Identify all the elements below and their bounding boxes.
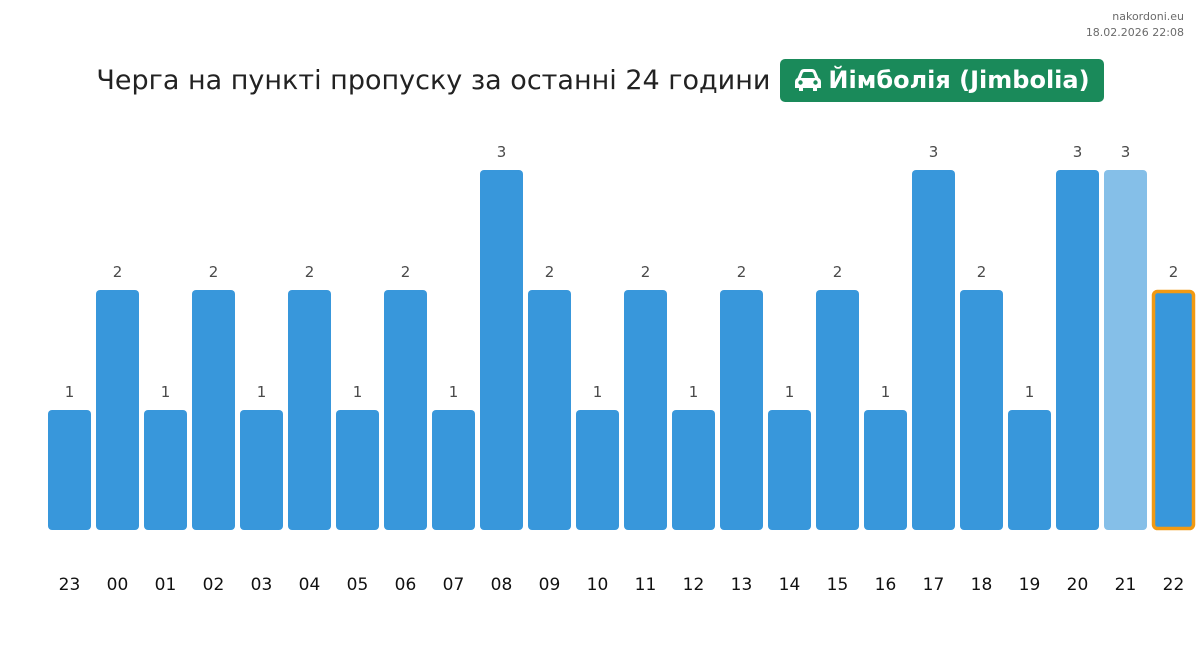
bar-06 <box>384 290 427 530</box>
bar-22 <box>1151 289 1196 531</box>
value-label-21: 3 <box>1121 143 1131 161</box>
category-label-22: 22 <box>1163 575 1185 595</box>
bar-05 <box>336 410 379 530</box>
value-label-09: 2 <box>545 263 555 281</box>
category-label-15: 15 <box>827 575 849 595</box>
bar-10 <box>576 410 619 530</box>
value-label-04: 2 <box>305 263 315 281</box>
bar-03 <box>240 410 283 530</box>
bar-07 <box>432 410 475 530</box>
category-label-23: 23 <box>59 575 81 595</box>
checkpoint-name: Йімболія (Jimbolia) <box>828 66 1090 94</box>
bar-00 <box>96 290 139 530</box>
bar-15 <box>816 290 859 530</box>
bar-19 <box>1008 410 1051 530</box>
value-label-10: 1 <box>593 383 603 401</box>
value-label-15: 2 <box>833 263 843 281</box>
chart-title: Черга на пункті пропуску за останні 24 г… <box>96 64 771 96</box>
value-label-06: 2 <box>401 263 411 281</box>
value-label-05: 1 <box>353 383 363 401</box>
bar-12 <box>672 410 715 530</box>
category-label-00: 00 <box>107 575 129 595</box>
value-label-13: 2 <box>737 263 747 281</box>
source-info: nakordoni.eu 18.02.2026 22:08 <box>1086 9 1184 41</box>
value-label-11: 2 <box>641 263 651 281</box>
category-label-18: 18 <box>971 575 993 595</box>
value-label-12: 1 <box>689 383 699 401</box>
bar-13 <box>720 290 763 530</box>
value-label-19: 1 <box>1025 383 1035 401</box>
category-label-01: 01 <box>155 575 177 595</box>
bar-16 <box>864 410 907 530</box>
checkpoint-badge: Йімболія (Jimbolia) <box>780 58 1104 102</box>
category-label-06: 06 <box>395 575 417 595</box>
category-label-19: 19 <box>1019 575 1041 595</box>
source-timestamp: 18.02.2026 22:08 <box>1085 26 1184 39</box>
title-row: Черга на пункті пропуску за останні 24 г… <box>0 58 1200 102</box>
bar-21 <box>1104 170 1147 530</box>
value-label-01: 1 <box>161 383 171 401</box>
category-label-11: 11 <box>635 575 657 595</box>
value-label-00: 2 <box>113 263 123 281</box>
category-label-17: 17 <box>923 575 945 595</box>
category-label-12: 12 <box>683 575 705 595</box>
value-label-20: 3 <box>1073 143 1083 161</box>
source-site: nakordoni.eu <box>1112 10 1184 23</box>
value-label-03: 1 <box>257 383 267 401</box>
category-label-04: 04 <box>299 575 321 595</box>
car-icon <box>794 68 822 92</box>
bar-04 <box>288 290 331 530</box>
category-label-02: 02 <box>203 575 225 595</box>
category-label-13: 13 <box>731 575 753 595</box>
value-label-07: 1 <box>449 383 459 401</box>
bar-20 <box>1056 170 1099 530</box>
value-label-16: 1 <box>881 383 891 401</box>
bar-08 <box>480 170 523 530</box>
category-label-03: 03 <box>251 575 273 595</box>
bar-02 <box>192 290 235 530</box>
value-label-14: 1 <box>785 383 795 401</box>
category-label-21: 21 <box>1115 575 1137 595</box>
bar-14 <box>768 410 811 530</box>
bar-09 <box>528 290 571 530</box>
bar-17 <box>912 170 955 530</box>
bar-18 <box>960 290 1003 530</box>
value-label-17: 3 <box>929 143 939 161</box>
category-label-10: 10 <box>587 575 609 595</box>
category-label-16: 16 <box>875 575 897 595</box>
category-label-20: 20 <box>1067 575 1089 595</box>
category-label-14: 14 <box>779 575 801 595</box>
value-label-22: 2 <box>1169 263 1179 281</box>
category-label-07: 07 <box>443 575 465 595</box>
bar-23 <box>48 410 91 530</box>
category-label-05: 05 <box>347 575 369 595</box>
value-label-08: 3 <box>497 143 507 161</box>
value-label-02: 2 <box>209 263 219 281</box>
category-label-09: 09 <box>539 575 561 595</box>
bar-01 <box>144 410 187 530</box>
value-label-18: 2 <box>977 263 987 281</box>
category-label-08: 08 <box>491 575 513 595</box>
value-label-23: 1 <box>65 383 75 401</box>
bar-11 <box>624 290 667 530</box>
